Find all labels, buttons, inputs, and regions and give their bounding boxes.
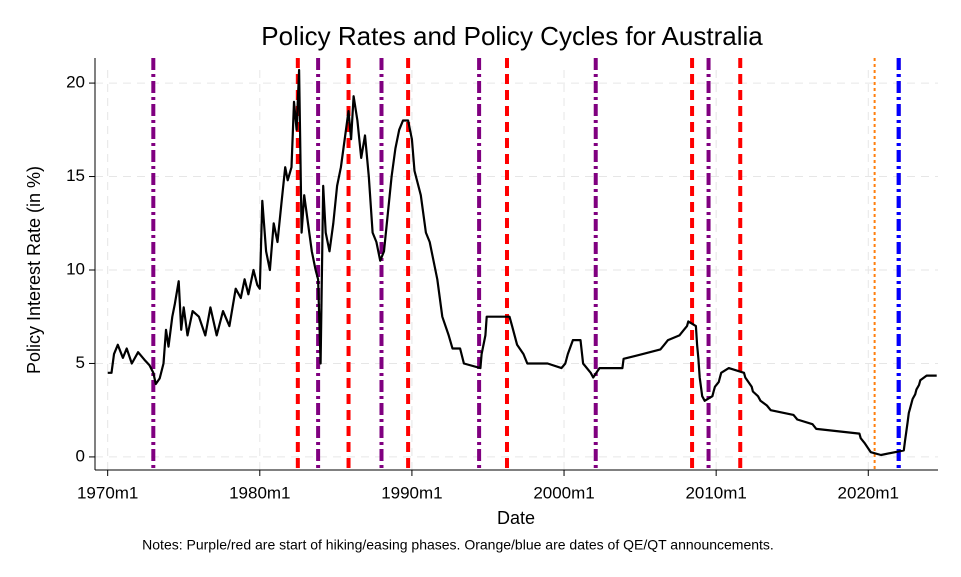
x-tick-label: 2000m1 [533,483,594,502]
x-tick-label: 1980m1 [229,483,290,502]
y-tick-label: 0 [76,446,85,465]
y-tick-label: 15 [66,166,85,185]
x-tick-label: 1990m1 [381,483,442,502]
y-tick-label: 5 [76,353,85,372]
x-tick-label: 2010m1 [685,483,746,502]
chart-title: Policy Rates and Policy Cycles for Austr… [261,21,763,51]
x-tick-label: 1970m1 [77,483,138,502]
rate-line [107,68,937,457]
y-axis-label: Policy Interest Rate (in %) [24,166,44,374]
x-tick-label: 2020m1 [838,483,899,502]
x-axis-label: Date [497,508,535,528]
y-tick-label: 20 [66,73,85,92]
y-tick-label: 10 [66,259,85,278]
note: Notes: Purple/red are start of hiking/ea… [142,537,774,553]
